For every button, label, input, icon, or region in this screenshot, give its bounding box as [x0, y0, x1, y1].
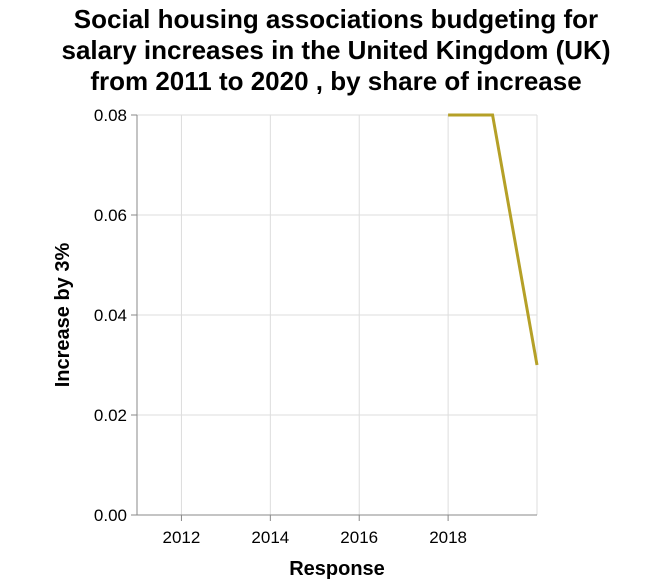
- x-tick-label: 2014: [251, 528, 289, 547]
- tick-labels: 0.00 0.02 0.04 0.06 0.08 2012 2014 2016 2018: [94, 106, 467, 547]
- x-tick-label: 2012: [163, 528, 201, 547]
- chart-title-line-2: salary increases in the United Kingdom (…: [61, 35, 611, 65]
- x-tick-label: 2018: [429, 528, 467, 547]
- y-axis-title: Increase by 3%: [52, 243, 74, 388]
- series-line: [448, 113, 539, 366]
- x-tick-label: 2016: [340, 528, 378, 547]
- axes: [131, 114, 537, 521]
- y-tick-label: 0.08: [94, 106, 127, 125]
- chart-title-line-1: Social housing associations budgeting fo…: [73, 4, 599, 34]
- chart-title: Social housing associations budgeting fo…: [0, 4, 672, 97]
- y-tick-label: 0.00: [94, 506, 127, 525]
- y-tick-label: 0.04: [94, 306, 127, 325]
- grid-lines: [137, 114, 538, 516]
- y-tick-label: 0.02: [94, 406, 127, 425]
- y-tick-label: 0.06: [94, 206, 127, 225]
- series-layer: [448, 113, 539, 366]
- x-axis-title: Response: [289, 558, 385, 580]
- chart-title-line-3: from 2011 to 2020 , by share of increase: [90, 66, 582, 96]
